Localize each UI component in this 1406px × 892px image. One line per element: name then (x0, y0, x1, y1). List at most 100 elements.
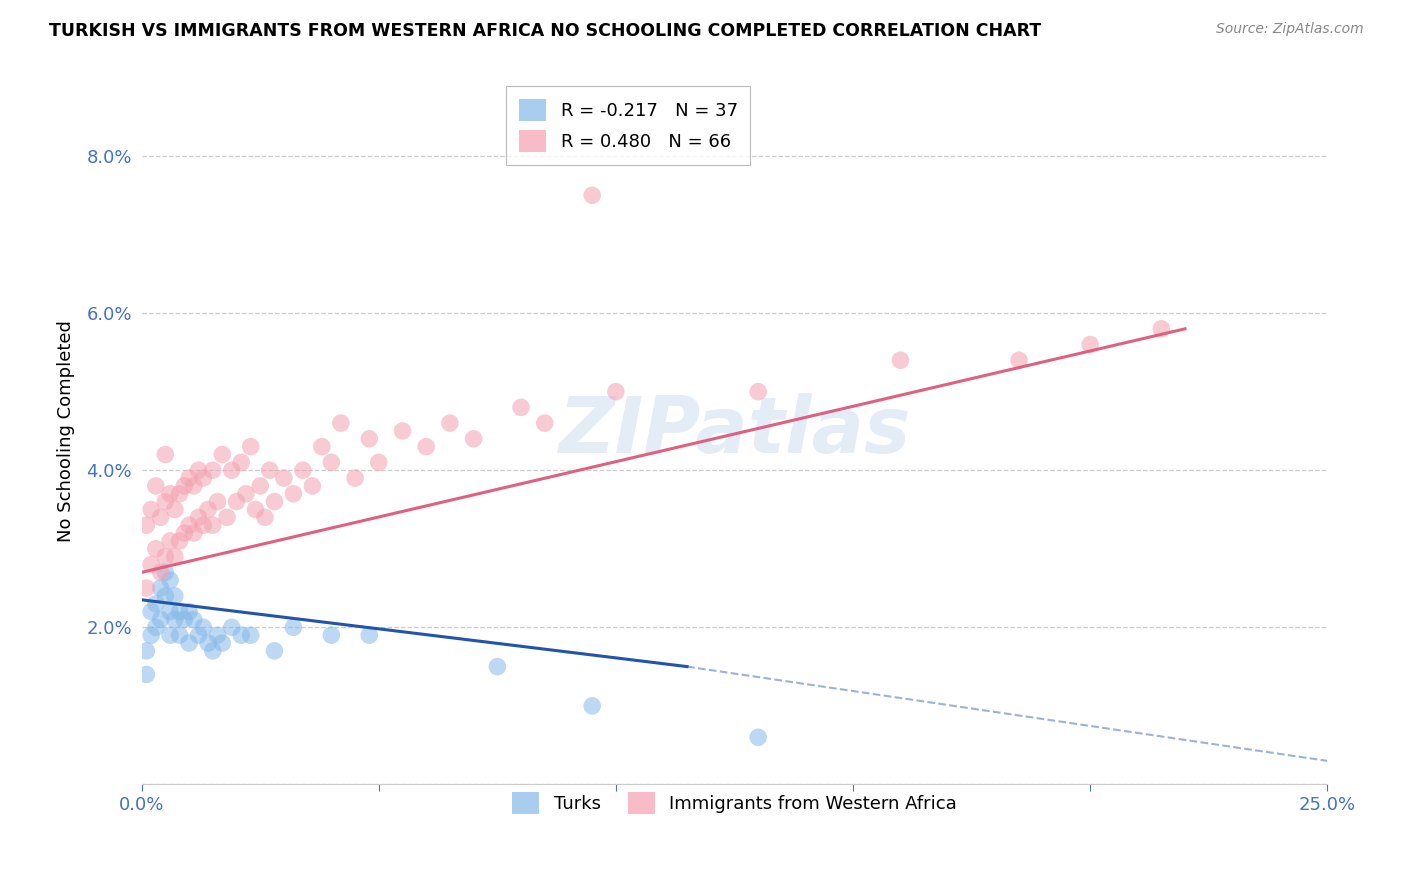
Point (239, 628, 262, 642)
Point (145, 597, 167, 611)
Point (149, 566, 172, 580)
Point (201, 644, 224, 658)
Point (329, 416, 352, 430)
Point (439, 416, 461, 430)
Point (183, 479, 205, 493)
Point (533, 416, 555, 430)
Point (344, 471, 367, 485)
Point (605, 384, 627, 399)
Point (321, 628, 343, 642)
Point (311, 440, 333, 454)
Point (173, 526, 195, 541)
Point (259, 463, 281, 477)
Point (159, 533, 181, 548)
Point (155, 566, 177, 580)
Point (173, 479, 195, 493)
Point (889, 353, 911, 368)
Point (283, 620, 305, 634)
Point (207, 494, 229, 508)
Point (301, 479, 323, 493)
Point (177, 518, 200, 533)
Point (239, 440, 262, 454)
Point (235, 487, 257, 501)
Point (1078, 337, 1101, 351)
Text: ZIPatlas: ZIPatlas (558, 393, 911, 469)
Point (263, 494, 285, 508)
Point (221, 463, 243, 477)
Point (273, 471, 295, 485)
Text: Source: ZipAtlas.com: Source: ZipAtlas.com (1216, 22, 1364, 37)
Point (169, 487, 191, 501)
Point (211, 636, 233, 650)
Point (359, 432, 381, 446)
Point (231, 628, 253, 642)
Point (159, 628, 181, 642)
Point (177, 636, 200, 650)
Point (321, 455, 343, 469)
Legend: Turks, Immigrants from Western Africa: Turks, Immigrants from Western Africa (501, 781, 967, 825)
Point (187, 510, 209, 524)
Point (463, 432, 485, 446)
Point (225, 494, 247, 508)
Point (197, 502, 219, 516)
Point (155, 448, 177, 462)
Point (145, 541, 167, 556)
Point (139, 558, 162, 572)
Y-axis label: No Schooling Completed: No Schooling Completed (58, 320, 75, 541)
Point (415, 440, 437, 454)
Point (207, 628, 229, 642)
Point (155, 589, 177, 603)
Point (169, 605, 191, 619)
Point (187, 628, 209, 642)
Point (221, 620, 243, 634)
Point (747, 731, 769, 745)
Point (253, 510, 276, 524)
Point (149, 510, 172, 524)
Point (187, 463, 209, 477)
Point (135, 518, 157, 533)
Point (391, 424, 413, 438)
Point (145, 479, 167, 493)
Point (359, 628, 381, 642)
Point (159, 487, 181, 501)
Point (149, 612, 172, 626)
Point (177, 605, 200, 619)
Text: TURKISH VS IMMIGRANTS FROM WESTERN AFRICA NO SCHOOLING COMPLETED CORRELATION CHA: TURKISH VS IMMIGRANTS FROM WESTERN AFRIC… (49, 22, 1042, 40)
Point (135, 581, 157, 595)
Point (149, 581, 172, 595)
Point (367, 455, 389, 469)
Point (197, 636, 219, 650)
Point (145, 620, 167, 634)
Point (211, 448, 233, 462)
Point (486, 659, 509, 673)
Point (169, 628, 191, 642)
Point (139, 605, 162, 619)
Point (163, 549, 186, 564)
Point (155, 494, 177, 508)
Point (245, 502, 267, 516)
Point (159, 573, 181, 587)
Point (201, 463, 224, 477)
Point (183, 526, 205, 541)
Point (201, 518, 224, 533)
Point (139, 502, 162, 516)
Point (163, 502, 186, 516)
Point (193, 471, 215, 485)
Point (159, 605, 181, 619)
Point (263, 644, 285, 658)
Point (163, 612, 186, 626)
Point (291, 463, 314, 477)
Point (135, 644, 157, 658)
Point (177, 471, 200, 485)
Point (139, 628, 162, 642)
Point (581, 188, 603, 202)
Point (283, 487, 305, 501)
Point (581, 698, 603, 713)
Point (1008, 353, 1031, 368)
Point (747, 384, 769, 399)
Point (510, 401, 533, 415)
Point (155, 549, 177, 564)
Point (231, 455, 253, 469)
Point (183, 612, 205, 626)
Point (193, 518, 215, 533)
